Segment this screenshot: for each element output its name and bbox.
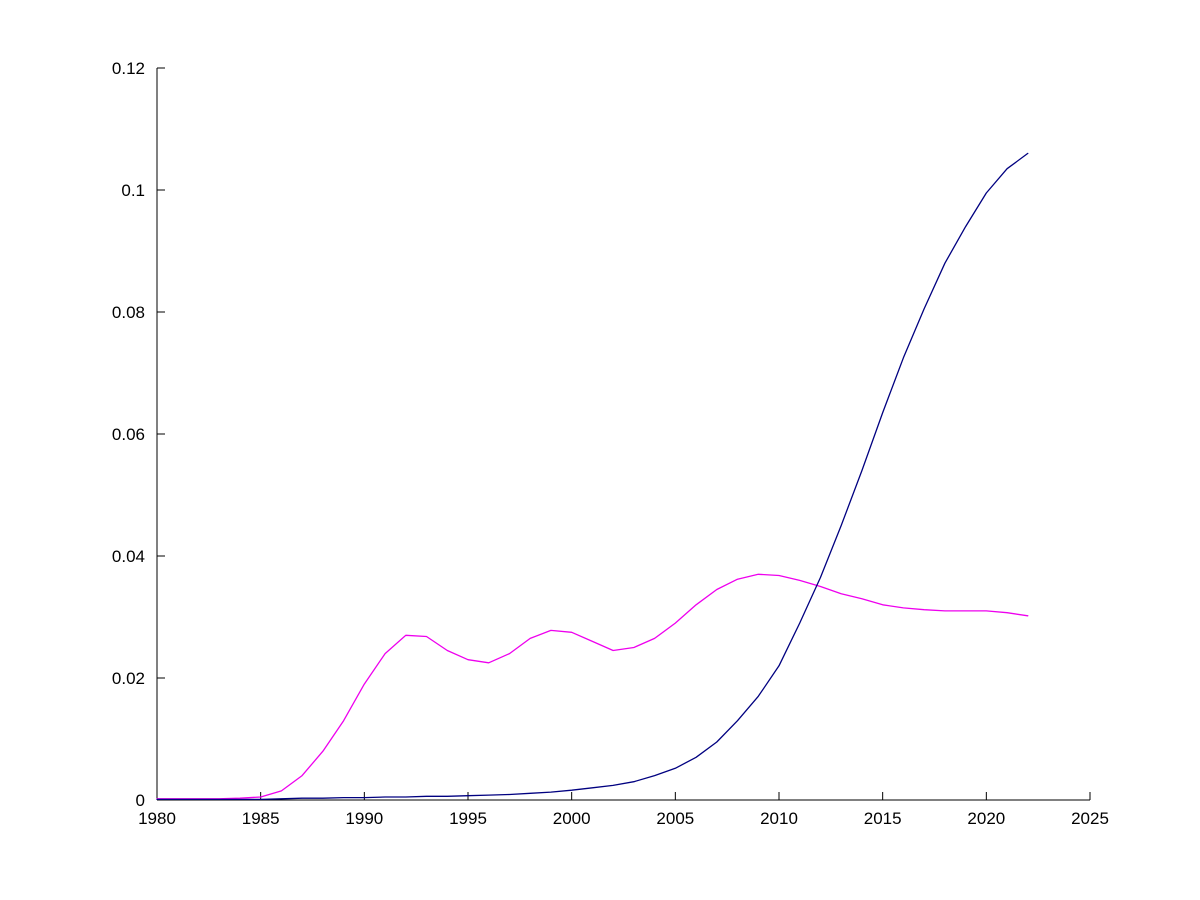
x-tick-label: 1985 xyxy=(242,809,280,828)
y-tick-label: 0.12 xyxy=(112,59,145,78)
x-tick-label: 2015 xyxy=(864,809,902,828)
y-tick-label: 0.08 xyxy=(112,303,145,322)
x-tick-label: 1980 xyxy=(138,809,176,828)
x-tick-label: 2010 xyxy=(760,809,798,828)
y-tick-label: 0 xyxy=(136,791,145,810)
y-tick-label: 0.1 xyxy=(121,181,145,200)
y-tick-label: 0.04 xyxy=(112,547,145,566)
x-tick-label: 1990 xyxy=(345,809,383,828)
blue-series-line xyxy=(156,152,1029,801)
x-tick-label: 2000 xyxy=(553,809,591,828)
x-tick-label: 2020 xyxy=(967,809,1005,828)
x-tick-label: 1995 xyxy=(449,809,487,828)
y-tick-label: 0.02 xyxy=(112,669,145,688)
x-tick-label: 2025 xyxy=(1071,809,1109,828)
x-tick-label: 2005 xyxy=(656,809,694,828)
magenta-series-line xyxy=(156,573,1029,800)
y-tick-label: 0.06 xyxy=(112,425,145,444)
